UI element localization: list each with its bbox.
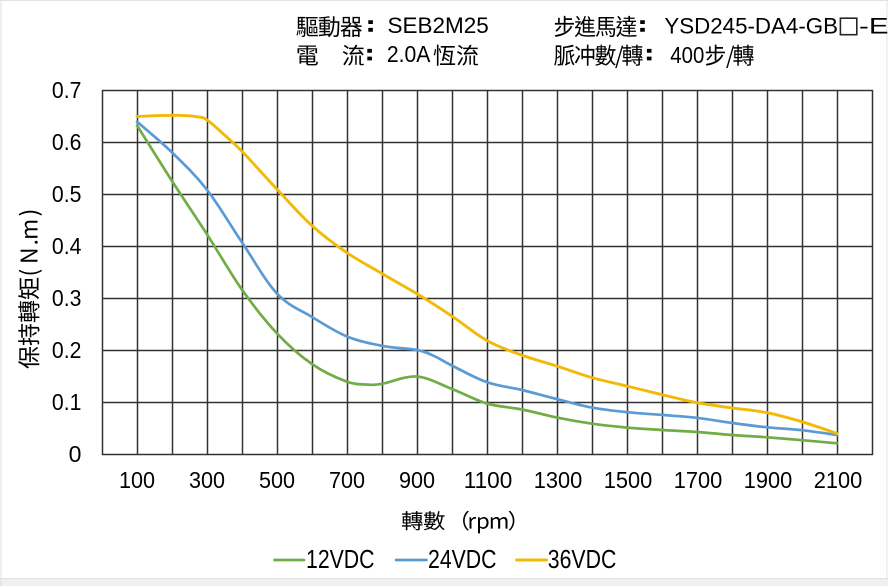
svg-text:2100: 2100 — [814, 467, 863, 493]
svg-text:1900: 1900 — [744, 467, 793, 493]
svg-text:0.5: 0.5 — [52, 181, 82, 207]
svg-text:0.7: 0.7 — [52, 77, 82, 103]
svg-text:1100: 1100 — [464, 467, 513, 493]
svg-text:0.4: 0.4 — [52, 233, 82, 259]
svg-text:0: 0 — [69, 441, 82, 467]
svg-text:500: 500 — [259, 467, 295, 493]
svg-text:-E: -E — [859, 14, 888, 39]
svg-text:0.6: 0.6 — [52, 129, 82, 155]
svg-text:12VDC: 12VDC — [306, 544, 375, 574]
svg-text:300: 300 — [189, 467, 225, 493]
svg-text:0.2: 0.2 — [52, 337, 82, 363]
svg-text:24VDC: 24VDC — [428, 544, 497, 574]
svg-text:1700: 1700 — [674, 467, 723, 493]
svg-text:0.3: 0.3 — [52, 285, 82, 311]
svg-text:900: 900 — [399, 467, 435, 493]
svg-text:36VDC: 36VDC — [548, 544, 617, 574]
svg-text:700: 700 — [329, 467, 365, 493]
svg-text:0.1: 0.1 — [52, 389, 82, 415]
svg-text:YSD245-DA4-GB: YSD245-DA4-GB — [664, 14, 838, 39]
svg-text:400: 400 — [670, 42, 704, 68]
svg-text:SEB2M25: SEB2M25 — [388, 13, 489, 38]
svg-text:1300: 1300 — [534, 467, 583, 493]
svg-text:100: 100 — [119, 467, 155, 493]
svg-text:1500: 1500 — [604, 467, 653, 493]
svg-text:2.0A: 2.0A — [387, 41, 431, 67]
